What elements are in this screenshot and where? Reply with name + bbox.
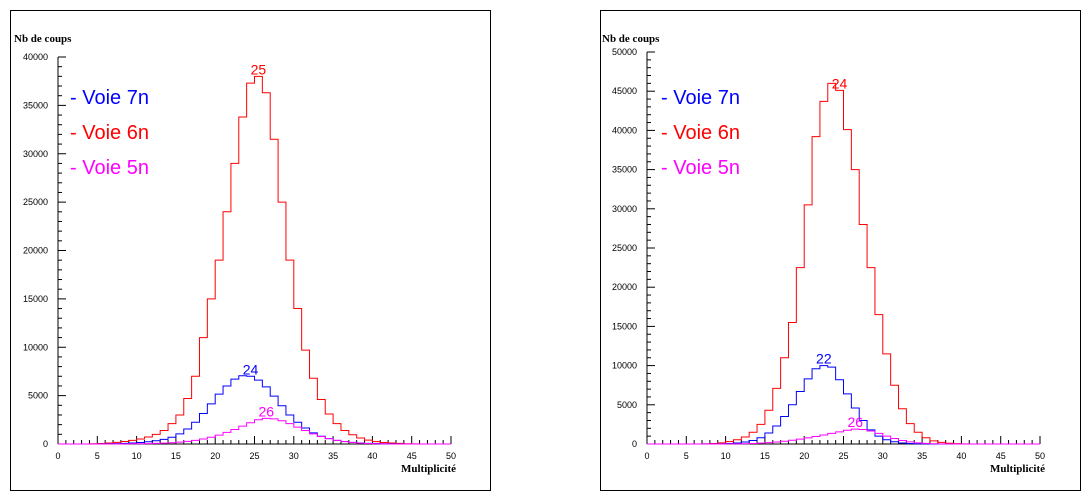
legend-entry: - Voie 7n [70,87,149,109]
y-tick-label: 0 [43,439,48,449]
legend-entry: - Voie 5n [661,157,740,179]
x-tick-label: 50 [1035,451,1045,461]
peak-label: 26 [848,414,864,430]
y-tick-label: 20000 [612,282,637,292]
x-tick-label: 35 [328,451,338,461]
x-tick-label: 10 [721,451,731,461]
peak-label: 26 [259,403,275,419]
y-tick-label: 40000 [23,52,48,62]
y-tick-label: 20000 [23,246,48,256]
peak-label: 24 [243,361,259,377]
x-tick-label: 10 [132,451,142,461]
legend-entry: - Voie 6n [661,122,740,144]
peak-label: 25 [251,61,267,77]
y-tick-label: 10000 [612,361,637,371]
y-tick-label: 30000 [23,149,48,159]
series-line-voie-6n [58,75,451,445]
left-chart-panel: Nb de coups Multiplicité 0 5000 10000 15000 20… [0,0,500,493]
y-axis-title: Nb de coups [14,33,72,45]
chart-frame [600,10,1081,491]
series-line-voie-5n [58,417,451,445]
legend-entry: - Voie 5n [70,157,149,179]
x-tick-label: 25 [249,451,259,461]
x-axis-title: Multiplicité [990,463,1045,475]
chart-frame [10,10,491,491]
legend-entry: - Voie 6n [70,122,149,144]
y-tick-label: 15000 [612,321,637,331]
y-tick-label: 40000 [612,125,637,135]
x-tick-label: 20 [210,451,220,461]
x-tick-label: 30 [289,451,299,461]
x-tick-label: 40 [956,451,966,461]
series-line-voie-7n [58,375,451,445]
y-tick-label: 50000 [612,47,637,57]
y-axis-title: Nb de coups [602,33,660,45]
y-tick-label: 25000 [23,197,48,207]
y-tick-label: 0 [632,439,637,449]
y-tick-label: 10000 [23,342,48,352]
x-tick-label: 25 [838,451,848,461]
x-tick-label: 45 [407,451,417,461]
y-tick-label: 5000 [617,400,637,410]
x-tick-label: 45 [996,451,1006,461]
peak-label: 22 [816,351,832,367]
x-axis-title: Multiplicité [401,463,456,475]
x-tick-label: 40 [367,451,377,461]
x-tick-label: 0 [55,451,60,461]
right-chart-panel: Nb de coups Multiplicité 0 5000 10000 15000 20… [590,0,1085,493]
series-line-voie-6n [647,82,1040,445]
left-chart: Nb de coups Multiplicité 0 5000 10000 15000 20… [10,10,491,491]
x-tick-label: 20 [799,451,809,461]
y-tick-label: 25000 [612,243,637,253]
y-tick-label: 5000 [28,391,48,401]
x-tick-label: 5 [95,451,100,461]
y-tick-label: 15000 [23,294,48,304]
right-chart: Nb de coups Multiplicité 0 5000 10000 15000 20… [600,10,1081,491]
y-tick-label: 30000 [612,204,637,214]
y-tick-label: 35000 [612,165,637,175]
y-tick-label: 35000 [23,100,48,110]
x-tick-label: 35 [917,451,927,461]
series-line-voie-5n [647,428,1040,445]
x-tick-label: 5 [684,451,689,461]
x-tick-label: 15 [760,451,770,461]
y-tick-label: 45000 [612,86,637,96]
peak-label: 24 [832,75,848,91]
x-tick-label: 30 [878,451,888,461]
legend-entry: - Voie 7n [661,87,740,109]
x-tick-label: 50 [446,451,456,461]
x-tick-label: 0 [644,451,649,461]
x-tick-label: 15 [171,451,181,461]
